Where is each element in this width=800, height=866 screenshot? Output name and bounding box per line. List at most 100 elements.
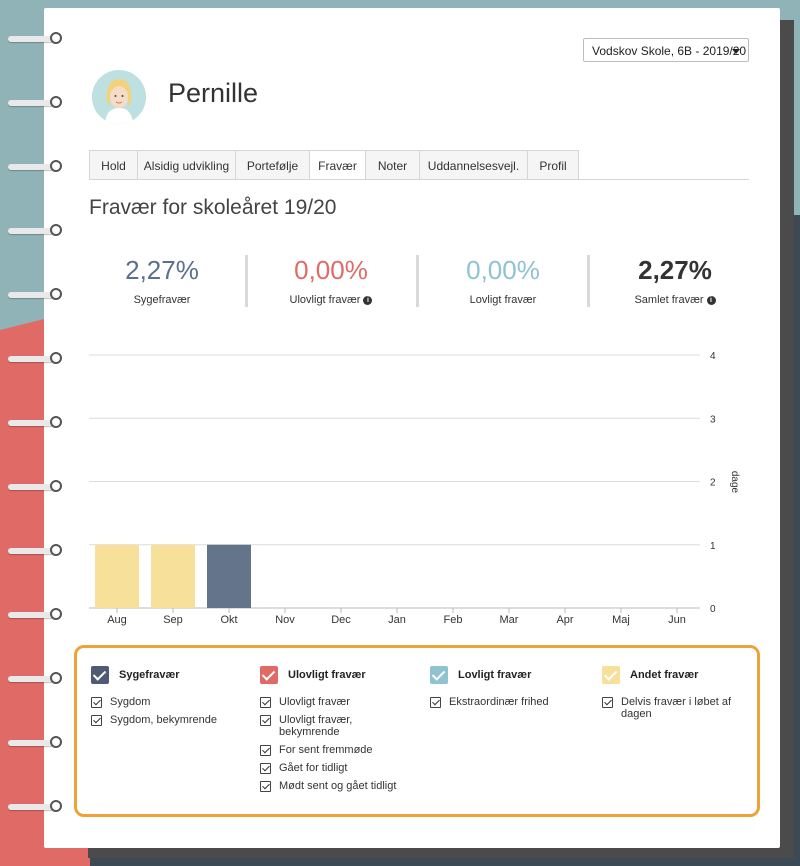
legend-group-toggle[interactable]: Sygefravær: [91, 666, 246, 684]
legend-item[interactable]: Sygdom: [91, 696, 246, 708]
spiral-ring: [8, 544, 64, 558]
stat-label-text: Lovligt fravær: [469, 294, 537, 306]
legend-item[interactable]: Mødt sent og gået tidligt: [260, 780, 415, 792]
legend-item[interactable]: Ekstraordinær frihed: [430, 696, 585, 708]
stat-2: 0,00% Ulovligt fravær i: [256, 255, 406, 306]
legend-item-label: Ekstraordinær frihed: [449, 696, 549, 708]
stat-value: 2,27%: [638, 255, 712, 285]
school-class-select[interactable]: Vodskov Skole, 6B - 2019/20: [583, 38, 749, 62]
legend-group-title: Lovligt fravær: [458, 669, 532, 681]
spiral-ring: [8, 288, 64, 302]
x-tick-label: Nov: [275, 614, 295, 626]
bar-sep-andet-fravær[interactable]: [151, 544, 195, 608]
stat-label: Samlet fravær i: [600, 294, 750, 306]
absence-bar-chart: 0 1 2 3 4 dage Aug Sep Okt Nov Dec Jan Feb Mar Apr Maj J…: [89, 351, 740, 626]
legend-item[interactable]: Ulovligt fravær: [260, 696, 415, 708]
x-tick-label: Jan: [388, 614, 406, 626]
y-tick-label: 0: [710, 604, 716, 615]
stat-label-text: Samlet fravær: [634, 294, 704, 306]
checkbox-icon[interactable]: [260, 745, 271, 756]
checkbox-checked-icon[interactable]: [260, 666, 278, 684]
legend-item[interactable]: Sygdom, bekymrende: [91, 714, 246, 726]
legend-item-label: Sygdom, bekymrende: [110, 714, 217, 726]
tab-fravær[interactable]: Fravær: [309, 150, 365, 180]
x-tick-label: Aug: [107, 614, 127, 626]
spiral-ring: [8, 224, 64, 238]
legend-item-label: For sent fremmøde: [279, 744, 373, 756]
checkbox-icon[interactable]: [260, 763, 271, 774]
stat-label-text: Sygefravær: [133, 294, 191, 306]
checkbox-icon[interactable]: [91, 697, 102, 708]
y-axis-label: dage: [729, 471, 740, 494]
legend-group: Lovligt fravær Ekstraordinær frihed: [430, 666, 585, 714]
stat-label: Sygefravær: [87, 294, 237, 306]
legend-group: Ulovligt fravær Ulovligt fravær Ulovligt f…: [260, 666, 415, 798]
spiral-ring: [8, 736, 64, 750]
notebook-page: [44, 8, 780, 848]
x-tick-label: Dec: [331, 614, 351, 626]
legend-item-label: Sygdom: [110, 696, 151, 708]
section-title: Fravær for skoleåret 19/20: [89, 196, 337, 219]
stat-divider: [587, 255, 590, 307]
y-tick-label: 1: [710, 541, 716, 552]
student-avatar: [92, 70, 146, 124]
legend-group-title: Ulovligt fravær: [288, 669, 366, 681]
spiral-ring: [8, 96, 64, 110]
legend-item-label: Delvis fravær i løbet af dagen: [621, 696, 732, 720]
spiral-ring: [8, 416, 64, 430]
x-tick-label: Okt: [220, 614, 237, 626]
checkbox-icon[interactable]: [260, 781, 271, 792]
legend-item[interactable]: Delvis fravær i løbet af dagen: [602, 696, 752, 720]
legend-group-title: Sygefravær: [119, 669, 180, 681]
legend-group-toggle[interactable]: Lovligt fravær: [430, 666, 585, 684]
checkbox-icon[interactable]: [260, 715, 271, 726]
stat-1: 2,27% Sygefravær: [87, 255, 237, 306]
spiral-ring: [8, 32, 64, 46]
info-icon[interactable]: i: [706, 295, 716, 305]
tab-portefølje[interactable]: Portefølje: [235, 150, 309, 180]
checkbox-checked-icon[interactable]: [430, 666, 448, 684]
checkbox-icon[interactable]: [260, 697, 271, 708]
spiral-ring: [8, 352, 64, 366]
bar-aug-andet-fravær[interactable]: [95, 544, 139, 608]
tab-uddannelsesvejl-[interactable]: Uddannelsesvejl.: [419, 150, 527, 180]
legend-item-label: Gået for tidligt: [279, 762, 348, 774]
checkbox-icon[interactable]: [91, 715, 102, 726]
tab-alsidig-udvikling[interactable]: Alsidig udvikling: [137, 150, 235, 180]
x-tick-label: Apr: [556, 614, 573, 626]
x-tick-label: Jun: [668, 614, 686, 626]
legend-item[interactable]: Gået for tidligt: [260, 762, 415, 774]
legend-item[interactable]: Ulovligt fravær, bekymrende: [260, 714, 415, 738]
x-tick-label: Mar: [500, 614, 519, 626]
spiral-ring: [8, 160, 64, 174]
y-tick-label: 3: [710, 414, 716, 425]
spiral-ring: [8, 672, 64, 686]
stat-divider: [416, 255, 419, 307]
legend-group: Sygefravær Sygdom Sygdom, bekymrende: [91, 666, 246, 732]
x-tick-label: Maj: [612, 614, 630, 626]
absence-legend: Sygefravær Sygdom Sygdom, bekymrende Ulovli…: [74, 645, 760, 817]
stat-value: 0,00%: [466, 255, 540, 285]
stat-3: 0,00% Lovligt fravær: [428, 255, 578, 306]
checkbox-checked-icon[interactable]: [602, 666, 620, 684]
legend-item[interactable]: For sent fremmøde: [260, 744, 415, 756]
stat-value: 0,00%: [294, 255, 368, 285]
checkbox-icon[interactable]: [430, 697, 441, 708]
tab-noter[interactable]: Noter: [365, 150, 419, 180]
checkbox-icon[interactable]: [602, 697, 613, 708]
legend-group-toggle[interactable]: Ulovligt fravær: [260, 666, 415, 684]
legend-group: Andet fravær Delvis fravær i løbet af dag…: [602, 666, 752, 726]
student-name: Pernille: [168, 78, 259, 108]
stat-value: 2,27%: [125, 255, 199, 285]
legend-item-label: Ulovligt fravær, bekymrende: [279, 714, 353, 738]
stat-label: Lovligt fravær: [428, 294, 578, 306]
bar-okt-sygefravær[interactable]: [207, 544, 251, 608]
stat-4: 2,27% Samlet fravær i: [600, 255, 750, 306]
legend-group-toggle[interactable]: Andet fravær: [602, 666, 752, 684]
x-tick-label: Sep: [163, 614, 183, 626]
stat-label-text: Ulovligt fravær: [289, 294, 361, 306]
checkbox-checked-icon[interactable]: [91, 666, 109, 684]
info-icon[interactable]: i: [363, 295, 373, 305]
stat-divider: [245, 255, 248, 307]
chevron-down-icon: [732, 49, 740, 54]
